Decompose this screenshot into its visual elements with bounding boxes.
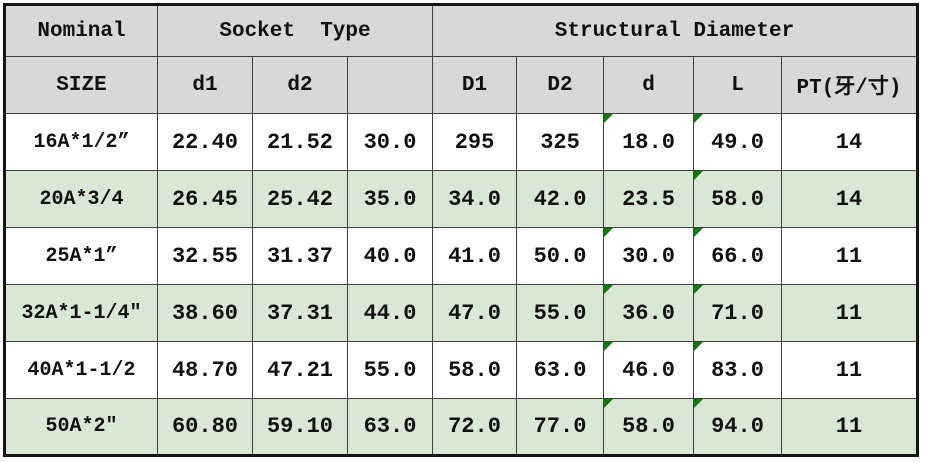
cell-socket-extra: 44.0 — [347, 284, 433, 342]
cell-D2: 63.0 — [516, 341, 604, 399]
col-header-L: L — [693, 56, 782, 114]
cell-nominal-size: 40A*1-1/2 — [4, 341, 158, 399]
corner-marker-icon — [694, 228, 703, 237]
cell-socket-extra: 63.0 — [347, 398, 433, 456]
cell-D1: 34.0 — [432, 170, 517, 228]
cell-L: 71.0 — [693, 284, 782, 342]
cell-L-value: 66.0 — [711, 243, 764, 269]
cell-d2: 31.37 — [252, 227, 348, 285]
cell-d1: 22.40 — [157, 113, 253, 171]
table-row: 25A*1” 32.55 31.37 40.0 41.0 50.0 30.0 6… — [4, 227, 918, 285]
cell-pt: 14 — [781, 113, 918, 171]
cell-pt: 14 — [781, 170, 918, 228]
col-header-pt: PT(牙/寸) — [781, 56, 918, 114]
corner-marker-icon — [604, 342, 613, 351]
col-header-D1: D1 — [432, 56, 517, 114]
cell-socket-extra: 35.0 — [347, 170, 433, 228]
cell-L-value: 94.0 — [711, 414, 764, 439]
col-header-d2: d2 — [252, 56, 348, 114]
header-structural-diameter: Structural Diameter — [432, 4, 918, 57]
cell-L: 83.0 — [693, 341, 782, 399]
cell-nominal-size: 16A*1/2” — [4, 113, 158, 171]
cell-D2: 55.0 — [516, 284, 604, 342]
cell-socket-extra: 55.0 — [347, 341, 433, 399]
cell-d-value: 46.0 — [622, 357, 675, 383]
cell-d2: 47.21 — [252, 341, 348, 399]
cell-L: 58.0 — [693, 170, 782, 228]
cell-d: 18.0 — [603, 113, 694, 171]
col-header-d1: d1 — [157, 56, 253, 114]
cell-D2: 325 — [516, 113, 604, 171]
cell-L-value: 49.0 — [711, 129, 764, 155]
cell-d-value: 23.5 — [622, 186, 675, 212]
corner-marker-icon — [604, 399, 613, 408]
cell-d-value: 58.0 — [622, 414, 675, 439]
corner-marker-icon — [604, 285, 613, 294]
cell-D1: 58.0 — [432, 341, 517, 399]
cell-D1: 41.0 — [432, 227, 517, 285]
cell-D2: 77.0 — [516, 398, 604, 456]
cell-pt: 11 — [781, 398, 918, 456]
cell-nominal-size: 50A*2″ — [4, 398, 158, 456]
cell-d: 36.0 — [603, 284, 694, 342]
header-group-row: Nominal Socket Type Structural Diameter — [4, 4, 918, 57]
cell-d2: 37.31 — [252, 284, 348, 342]
cell-L-value: 58.0 — [711, 186, 764, 212]
cell-nominal-size: 20A*3/4 — [4, 170, 158, 228]
cell-nominal-size: 25A*1” — [4, 227, 158, 285]
table-row: 50A*2″ 60.80 59.10 63.0 72.0 77.0 58.0 9… — [4, 398, 918, 456]
cell-D1: 295 — [432, 113, 517, 171]
pipe-socket-spec-table: Nominal Socket Type Structural Diameter … — [3, 3, 919, 457]
table-row: 32A*1-1/4″ 38.60 37.31 44.0 47.0 55.0 36… — [4, 284, 918, 342]
cell-d2: 59.10 — [252, 398, 348, 456]
col-header-D2: D2 — [516, 56, 604, 114]
corner-marker-icon — [694, 342, 703, 351]
corner-marker-icon — [604, 228, 613, 237]
cell-L-value: 71.0 — [711, 300, 764, 326]
cell-D1: 72.0 — [432, 398, 517, 456]
cell-D2: 50.0 — [516, 227, 604, 285]
cell-d: 46.0 — [603, 341, 694, 399]
header-column-row: SIZE d1 d2 D1 D2 d L PT(牙/寸) — [4, 56, 918, 114]
header-socket-type: Socket Type — [157, 4, 433, 57]
cell-d1: 32.55 — [157, 227, 253, 285]
corner-marker-icon — [694, 285, 703, 294]
cell-pt: 11 — [781, 341, 918, 399]
cell-d: 30.0 — [603, 227, 694, 285]
cell-socket-extra: 40.0 — [347, 227, 433, 285]
corner-marker-icon — [694, 114, 703, 123]
header-nominal: Nominal — [4, 4, 158, 57]
cell-d-value: 30.0 — [622, 243, 675, 269]
cell-d-value: 18.0 — [622, 129, 675, 155]
cell-d-value: 36.0 — [622, 300, 675, 326]
cell-d1: 26.45 — [157, 170, 253, 228]
cell-D1: 47.0 — [432, 284, 517, 342]
table-row: 20A*3/4 26.45 25.42 35.0 34.0 42.0 23.5 … — [4, 170, 918, 228]
corner-marker-icon — [694, 399, 703, 408]
corner-marker-icon — [604, 114, 613, 123]
cell-d2: 21.52 — [252, 113, 348, 171]
cell-L: 94.0 — [693, 398, 782, 456]
spec-table-body: 16A*1/2” 22.40 21.52 30.0 295 325 18.0 4… — [4, 113, 918, 456]
cell-d: 23.5 — [603, 170, 694, 228]
cell-d: 58.0 — [603, 398, 694, 456]
cell-d1: 48.70 — [157, 341, 253, 399]
cell-L-value: 83.0 — [711, 357, 764, 383]
cell-pt: 11 — [781, 284, 918, 342]
cell-socket-extra: 30.0 — [347, 113, 433, 171]
col-header-blank — [347, 56, 433, 114]
cell-D2: 42.0 — [516, 170, 604, 228]
col-header-d: d — [603, 56, 694, 114]
cell-L: 66.0 — [693, 227, 782, 285]
cell-d1: 38.60 — [157, 284, 253, 342]
cell-d2: 25.42 — [252, 170, 348, 228]
cell-d1: 60.80 — [157, 398, 253, 456]
col-header-size: SIZE — [4, 56, 158, 114]
cell-L: 49.0 — [693, 113, 782, 171]
table-row: 16A*1/2” 22.40 21.52 30.0 295 325 18.0 4… — [4, 113, 918, 171]
table-row: 40A*1-1/2 48.70 47.21 55.0 58.0 63.0 46.… — [4, 341, 918, 399]
cell-pt: 11 — [781, 227, 918, 285]
cell-nominal-size: 32A*1-1/4″ — [4, 284, 158, 342]
corner-marker-icon — [694, 171, 703, 180]
